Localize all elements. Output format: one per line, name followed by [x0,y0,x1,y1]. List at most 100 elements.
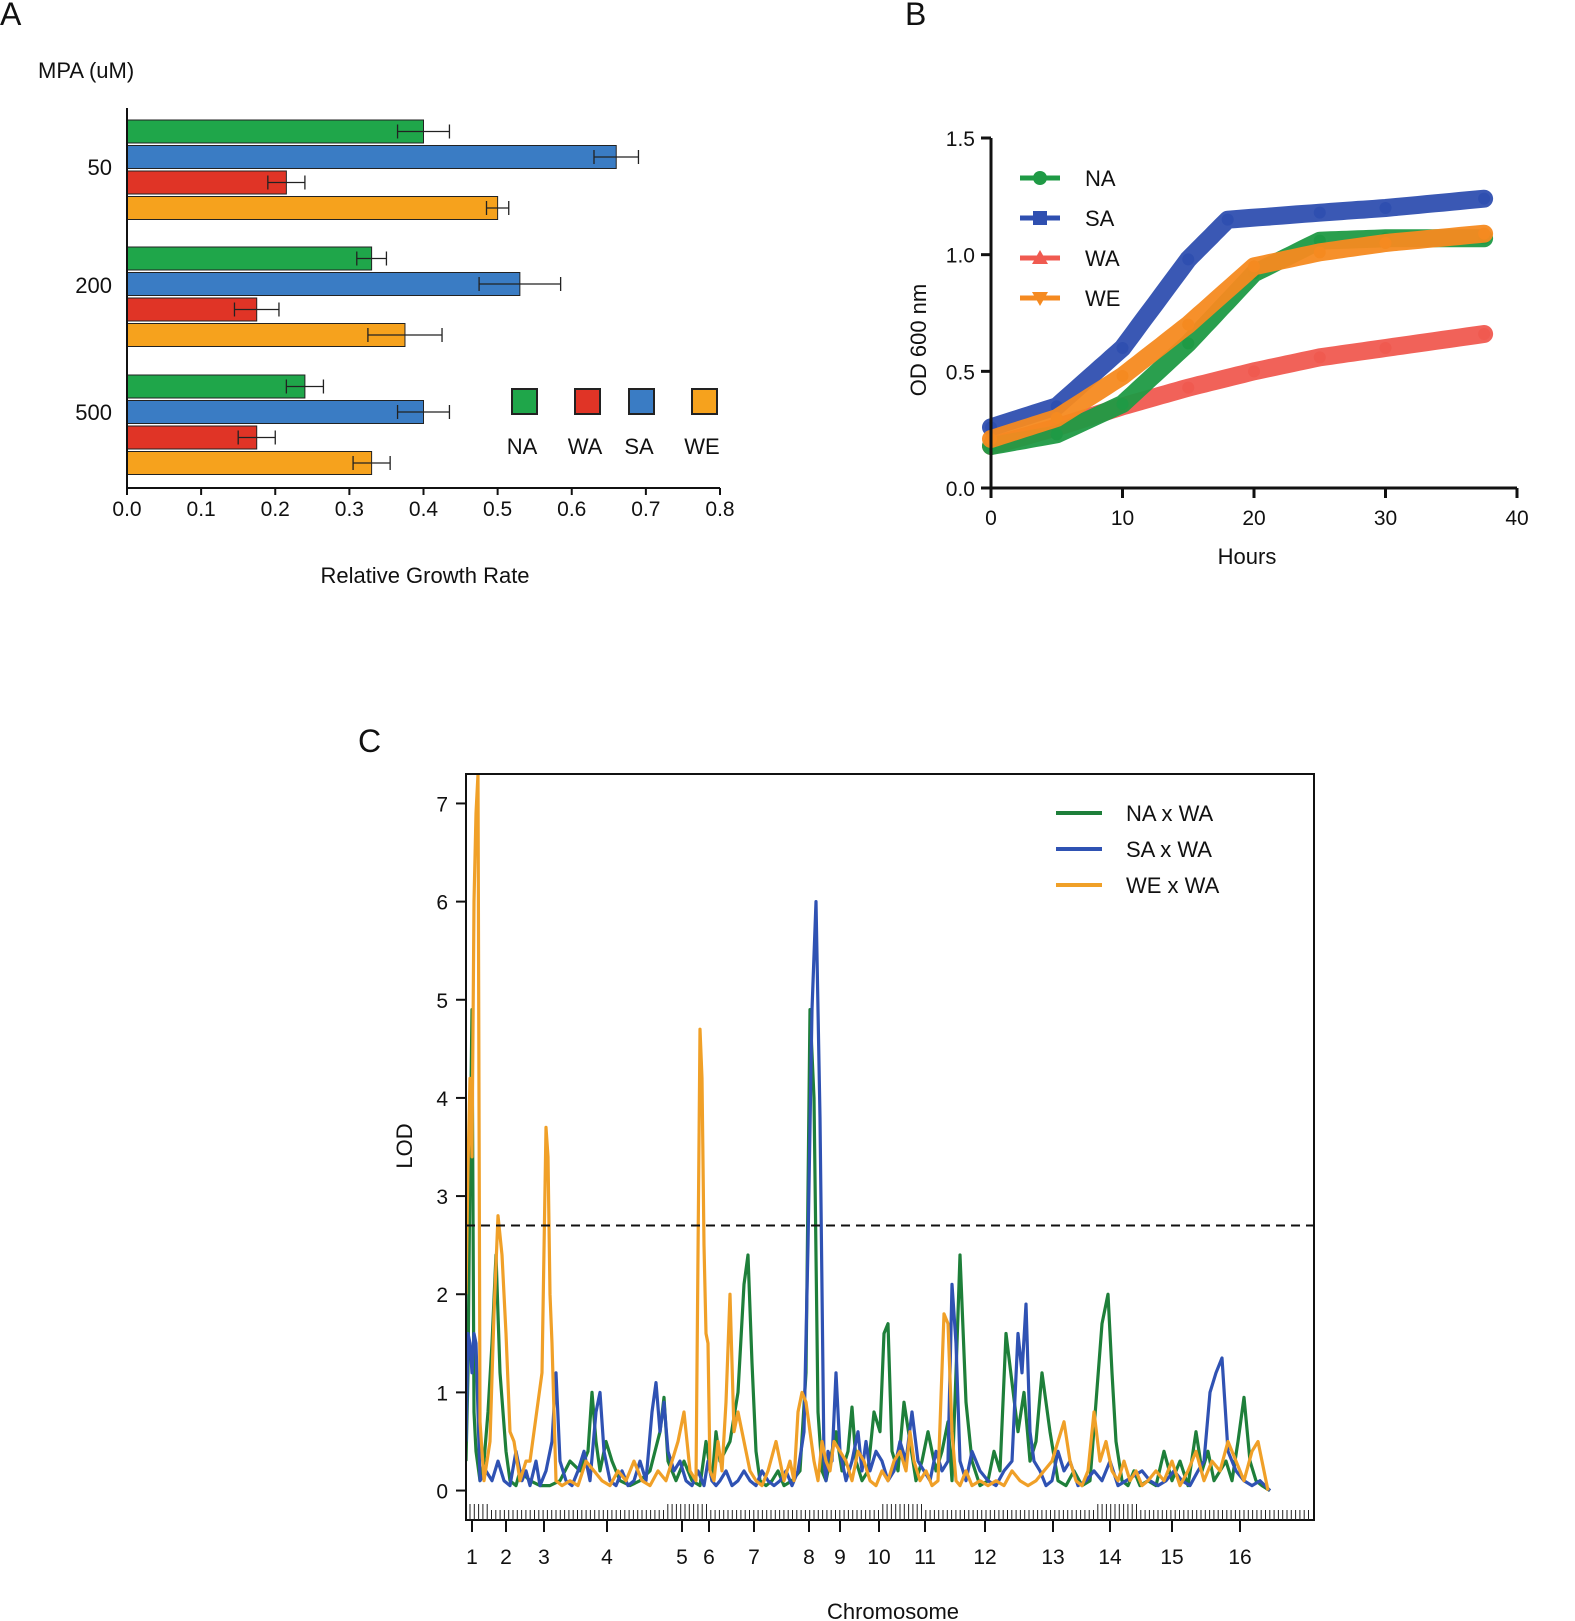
data-point-sa [1182,253,1195,266]
bar-we [126,323,406,347]
legend-swatch-we [691,388,718,415]
chromosome-label: 14 [1098,1546,1122,1569]
marker-rug [469,1504,1309,1520]
x-tick-label: 0.0 [112,498,141,521]
y-tick-label: 1.5 [946,128,975,151]
y-tick-label: 3 [436,1186,448,1209]
y-tick-label: 1 [436,1382,448,1405]
legend-label: WE x WA [1126,873,1220,898]
legend-label: SA [1085,206,1115,231]
data-point-wa [1478,328,1491,340]
x-tick-label: 0.3 [335,498,364,521]
data-point-we [1248,260,1260,273]
x-axis-title: Chromosome [827,1599,959,1621]
chromosome-label: 7 [748,1546,760,1569]
chromosome-label: 15 [1160,1546,1183,1569]
x-tick-label: 30 [1374,507,1397,530]
series-line-sa-x-wa [466,900,1272,1492]
series-line-na-x-wa [466,1008,1271,1492]
data-point-sa [1379,202,1392,214]
legend-swatch-wa [574,388,601,415]
x-tick-label: 0.7 [631,498,660,521]
panel-label-b: B [905,0,926,32]
x-tick-label: 10 [1111,507,1134,530]
category-label: 200 [75,273,112,298]
legend-marker [1032,250,1048,264]
x-tick-label: 40 [1505,507,1528,530]
data-point-sa [1116,342,1129,354]
category-label: 500 [75,400,112,425]
chromosome-label: 10 [867,1546,890,1569]
data-point-we [1050,412,1063,424]
data-point-wa [1182,381,1195,394]
data-point-we [1182,318,1195,331]
y-axis-title: OD 600 nm [906,284,931,397]
data-point-na [1116,398,1129,410]
chromosome-label: 16 [1228,1546,1251,1569]
panel-label-c: C [358,723,381,759]
error-bar [352,456,391,470]
legend-label: WE [684,434,719,459]
bar-wa [126,170,287,195]
x-tick-label: 0 [985,507,997,530]
x-axis-title: Relative Growth Rate [320,563,529,588]
bar-na [126,246,373,271]
x-tick-label: 0.8 [705,498,734,521]
y-tick-label: 0.0 [946,478,975,501]
series-line-we-x-wa [466,774,1270,1491]
y-tick-label: 0.5 [946,361,975,384]
bar-na [126,374,306,399]
bar-sa [126,272,521,296]
legend-label: NA x WA [1126,801,1214,826]
bar-sa [126,400,424,424]
error-bar [396,124,451,139]
panel-b-growth-curve: 0.0 0.5 1.0 1.5 0 10 20 30 40 Hours OD 600 nm NA SA W… [906,128,1529,569]
bar-we [126,196,499,220]
legend-label: WA [568,434,603,459]
error-bar [356,251,388,266]
y-tick-label: 7 [436,793,448,816]
data-point-we [1478,227,1491,240]
error-bar [237,430,276,445]
x-tick-label: 0.6 [557,498,586,521]
error-bar [367,328,443,342]
error-bar [478,277,562,291]
y-tick-label: 2 [436,1284,448,1307]
bar-sa [126,145,617,169]
legend-label: SA [624,434,654,459]
y-tick-label: 1.0 [946,245,975,268]
legend-label: NA [1085,166,1116,191]
data-point-sa [1221,213,1234,226]
chromosome-label: 12 [973,1546,996,1569]
y-tick-label: 0 [436,1481,448,1504]
chromosome-label: 13 [1041,1546,1064,1569]
data-point-wa [1379,342,1392,354]
legend-label: WE [1085,286,1120,311]
error-bar [267,175,306,190]
chromosome-label: 2 [500,1546,512,1569]
plot-frame [465,773,1315,1521]
y-tick-label: 5 [436,990,448,1013]
chromosome-label: 11 [914,1546,936,1569]
series-line-we [982,224,1494,448]
bar-na [126,119,424,144]
bar-wa [126,425,258,450]
legend-marker [1032,292,1048,306]
legend-label: NA [507,434,538,459]
chromosome-label: 6 [703,1546,715,1569]
error-bar [485,201,510,215]
x-tick-label: 0.2 [261,498,290,521]
y-tick-label: 6 [436,892,448,915]
legend-label: SA x WA [1126,837,1212,862]
error-bar [233,302,280,317]
y-tick-label: 4 [436,1088,448,1111]
legend-swatch-sa [628,388,655,415]
data-point-we [1313,246,1326,259]
chromosome-label: 4 [601,1546,613,1569]
chromosome-label: 1 [466,1546,478,1569]
x-tick-label: 20 [1242,507,1265,530]
data-point-na [1182,337,1195,350]
chromosome-label: 3 [538,1546,550,1569]
y-axis-title: LOD [392,1123,417,1168]
